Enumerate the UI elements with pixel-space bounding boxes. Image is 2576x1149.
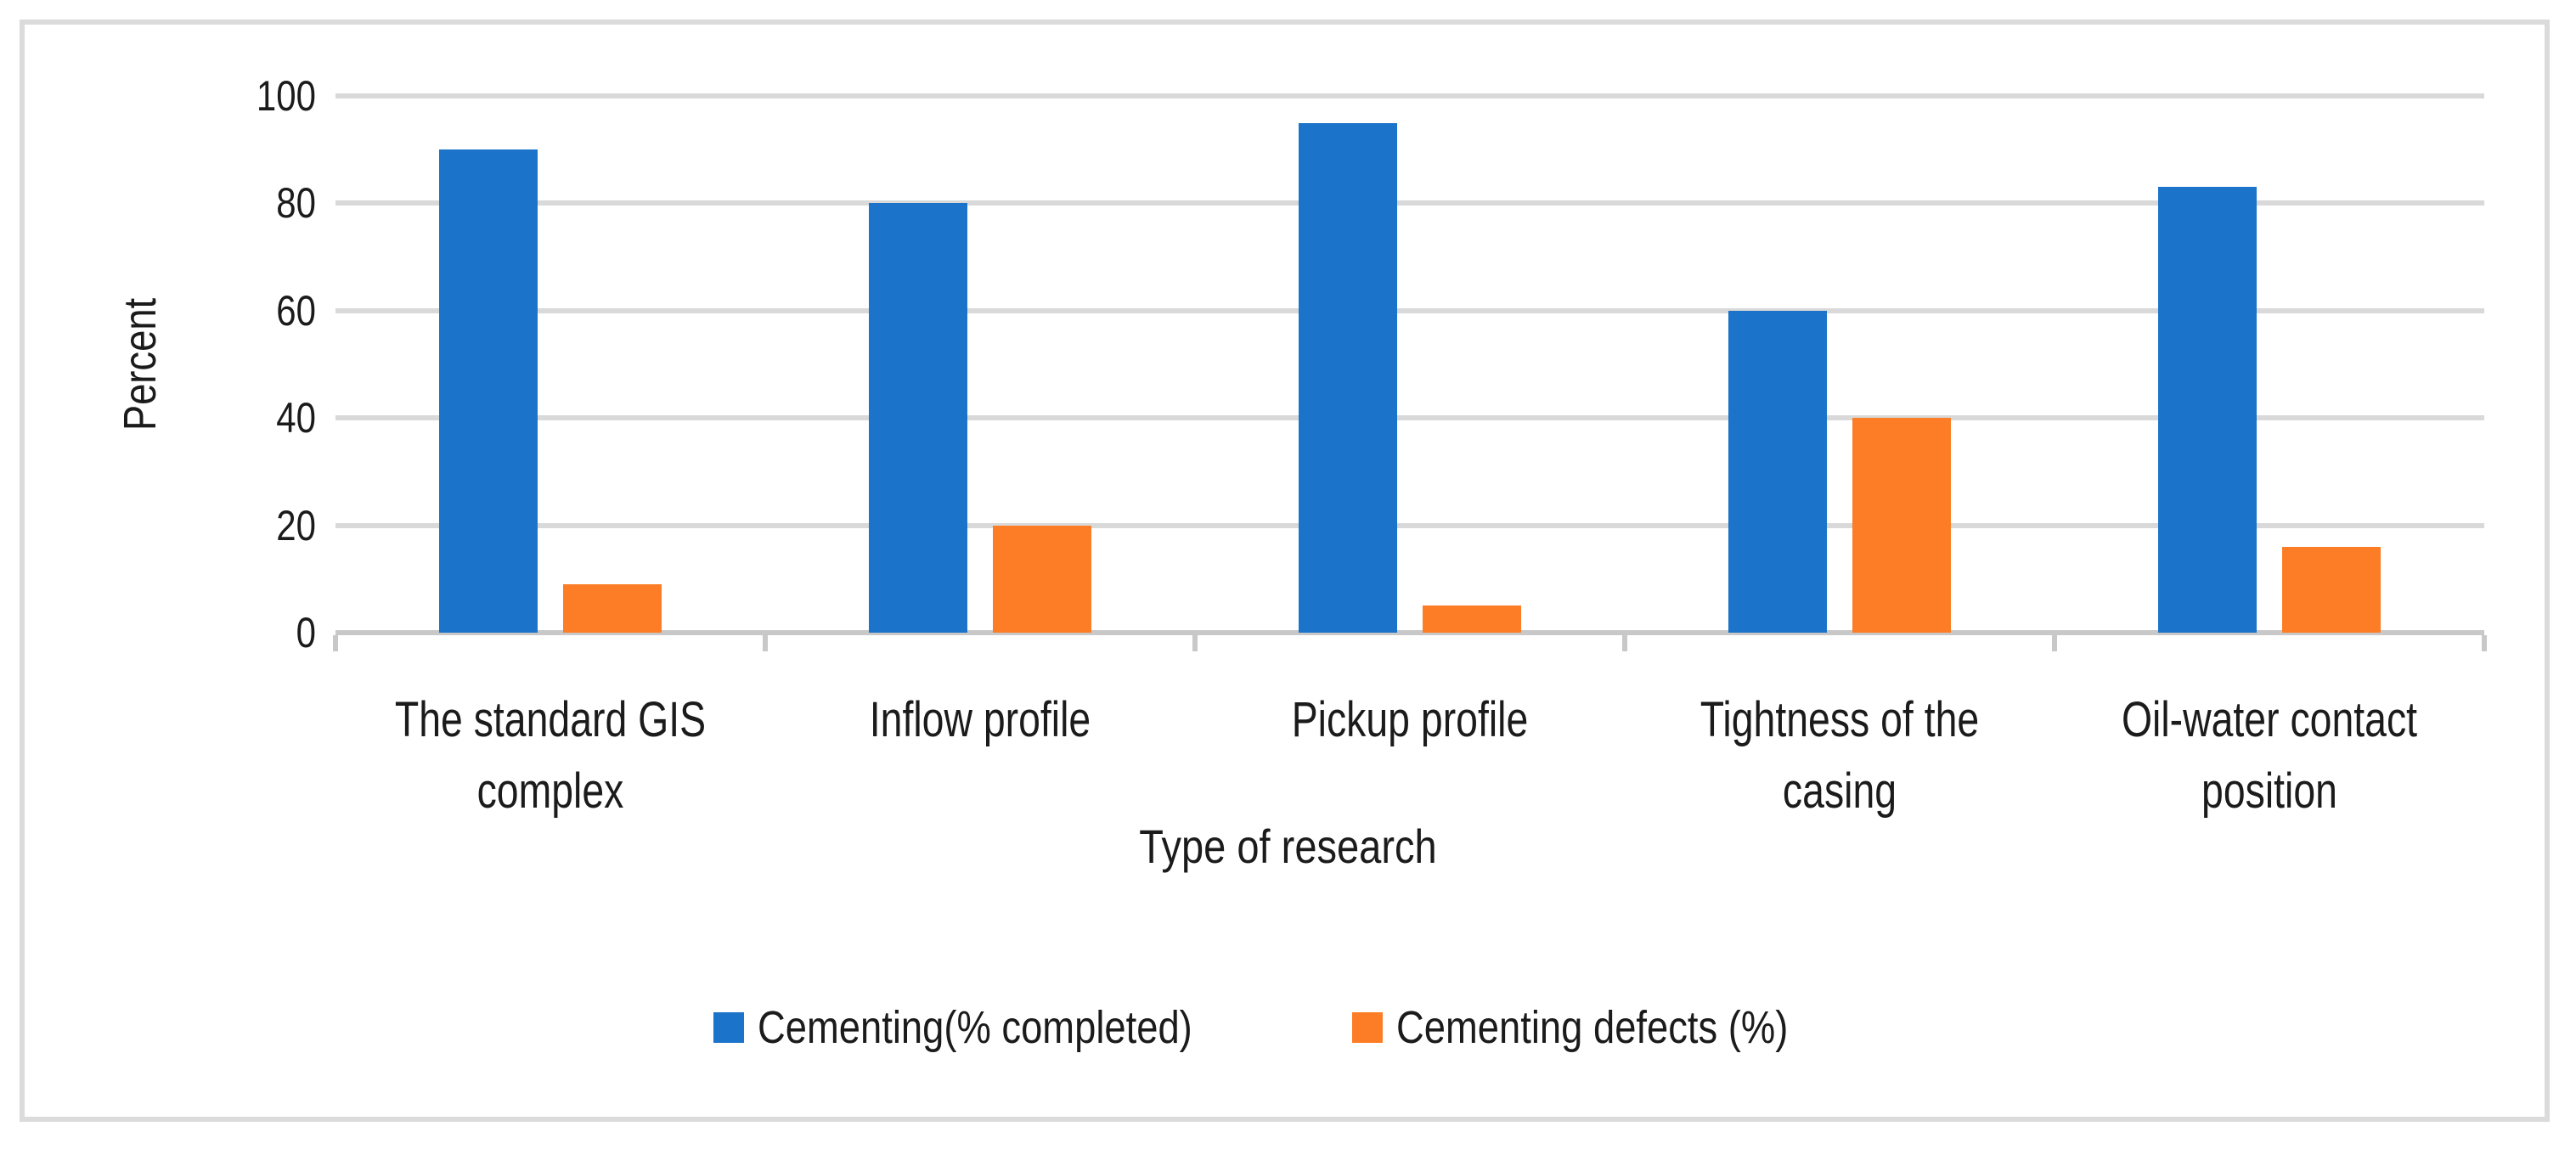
y-axis-title: Percent	[115, 297, 166, 431]
x-axis-title: Type of research	[1139, 820, 1437, 873]
category-label: Inflow profile	[869, 692, 1091, 747]
category-band	[765, 96, 1195, 633]
category-band	[1625, 96, 2055, 633]
y-tick-label-0: 0	[296, 609, 316, 656]
bar-cementing-completed	[2158, 187, 2257, 633]
bar-cementing-defects	[563, 584, 662, 633]
x-axis-tick	[333, 635, 338, 651]
x-axis-tick	[1192, 635, 1198, 651]
bar-cementing-completed	[869, 203, 967, 633]
gridline-y-60	[335, 307, 2484, 313]
chart-frame-border	[20, 20, 2550, 1122]
bar-cementing-completed	[439, 149, 538, 633]
legend: Cementing(% completed) Cementing defects …	[0, 1002, 2576, 1053]
y-tick-label-60: 60	[276, 286, 316, 335]
y-tick-label-80: 80	[276, 179, 316, 228]
legend-label: Cementing(% completed)	[758, 1002, 1193, 1053]
legend-swatch-blue	[713, 1012, 745, 1043]
bar-cementing-completed	[1299, 122, 1397, 633]
bar-cementing-defects	[993, 525, 1091, 633]
legend-label: Cementing defects (%)	[1395, 1002, 1788, 1053]
category-label: The standard GIS complex	[394, 692, 707, 819]
gridline-y-80	[335, 200, 2484, 206]
y-tick-label-20: 20	[276, 501, 316, 549]
x-axis-tick	[2052, 635, 2057, 651]
gridline-y-40	[335, 415, 2484, 421]
y-tick-label-100: 100	[256, 72, 316, 120]
x-axis-line	[335, 630, 2484, 635]
y-tick-label-40: 40	[276, 394, 316, 442]
gridline-y-20	[335, 522, 2484, 528]
bar-cementing-defects	[1423, 605, 1521, 633]
gridline-y-100	[335, 93, 2484, 99]
bar-cementing-defects	[1852, 418, 1951, 633]
legend-entry-cementing-completed: Cementing(% completed)	[713, 1002, 1275, 1053]
category-band	[335, 96, 765, 633]
bar-cementing-completed	[1728, 310, 1827, 633]
category-label: Oil-water contact position	[2121, 692, 2418, 819]
x-axis-tick	[763, 635, 768, 651]
category-band	[2055, 96, 2484, 633]
category-label: Pickup profile	[1291, 692, 1529, 747]
category-label: Tightness of the casing	[1699, 692, 1980, 819]
plot-area	[333, 93, 2487, 651]
category-band	[1195, 96, 1625, 633]
bar-cementing-defects	[2282, 546, 2381, 633]
legend-swatch-orange	[1351, 1012, 1383, 1043]
x-axis-tick	[2482, 635, 2487, 651]
x-axis-tick	[1622, 635, 1627, 651]
legend-entry-cementing-defects: Cementing defects (%)	[1351, 1002, 1863, 1053]
